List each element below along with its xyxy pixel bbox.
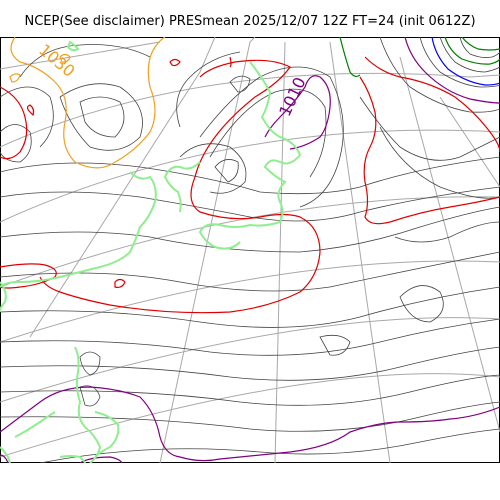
latitude-lines [0, 72, 500, 458]
map-border [0, 37, 500, 463]
pressure-map: 1030 1010 [0, 37, 500, 463]
isobar-light-green [0, 40, 302, 463]
isobar-990 [431, 37, 500, 86]
thin-isobars [0, 37, 500, 463]
isobar-1010 [0, 37, 500, 463]
isobar-1030 [9, 37, 166, 169]
map-frame: 1030 1010 [0, 37, 500, 463]
isobar-1000 [339, 37, 500, 78]
isobar-1020 [0, 56, 500, 314]
map-title: NCEP(See disclaimer) PRESmean 2025/12/07… [24, 14, 476, 29]
longitude-lines [0, 37, 500, 463]
